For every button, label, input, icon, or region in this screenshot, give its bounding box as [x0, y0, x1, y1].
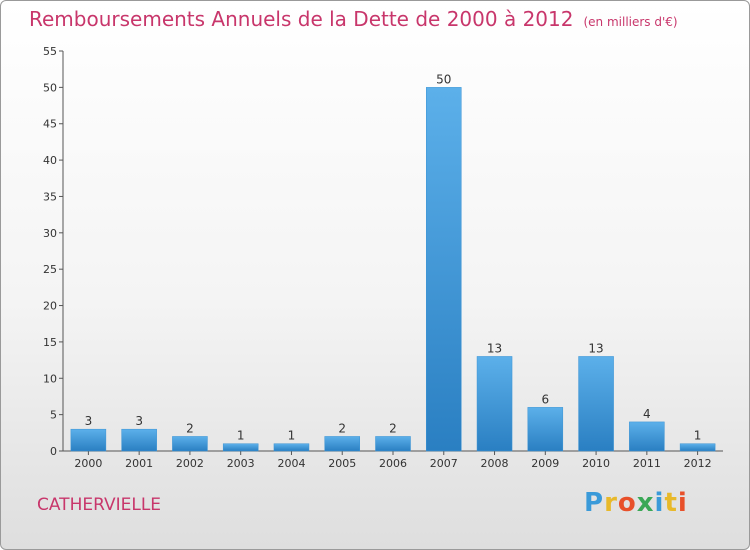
axes: 0 5 10 15 20 25 30 35 40 45 50 55 2000 2001 2002 2003 20… — [43, 45, 723, 470]
x-tick-label: 2006 — [379, 457, 407, 470]
y-tick-label: 10 — [43, 372, 57, 385]
bar-value-label: 2 — [338, 421, 346, 435]
y-tick-label: 30 — [43, 227, 57, 240]
bar-value-label: 2 — [186, 421, 194, 435]
bar — [375, 436, 411, 452]
y-tick-label: 55 — [43, 45, 57, 58]
y-tick-label: 40 — [43, 154, 57, 167]
logo-letter: i — [677, 488, 688, 518]
y-tick-label: 20 — [43, 300, 57, 313]
bar-value-label: 1 — [694, 429, 702, 443]
y-tick-label: 15 — [43, 336, 57, 349]
bar-value-label: 3 — [135, 414, 143, 428]
x-tick-label: 2003 — [227, 457, 255, 470]
bar — [476, 356, 513, 452]
bar — [172, 436, 208, 452]
bar-value-label: 13 — [487, 341, 502, 355]
bar — [121, 428, 157, 452]
y-tick-label: 50 — [43, 81, 57, 94]
x-tick-label: 2011 — [633, 457, 661, 470]
logo-letter: i — [654, 488, 665, 518]
logo-letter: P — [584, 488, 605, 518]
bar — [679, 443, 716, 452]
bar — [324, 436, 360, 452]
x-tick-label: 2004 — [277, 457, 305, 470]
bar-value-label: 2 — [389, 421, 397, 435]
y-tick-label: 5 — [50, 409, 57, 422]
x-tick-label: 2008 — [481, 457, 509, 470]
y-tick-label: 0 — [50, 445, 57, 458]
proxiti-logo: Proxiti — [584, 488, 688, 518]
chart-subtitle: (en milliers d'€) — [583, 15, 678, 29]
x-tick-label: 2010 — [582, 457, 610, 470]
bar-value-label: 1 — [237, 429, 245, 443]
bar — [70, 428, 107, 452]
logo-letter: r — [604, 488, 618, 518]
chart-title: Remboursements Annuels de la Dette de 20… — [29, 7, 678, 31]
bar — [222, 443, 259, 452]
commune-name: CATHERVIELLE — [37, 495, 162, 515]
logo-letter: t — [664, 488, 678, 518]
bar — [527, 407, 564, 452]
logo-letter: o — [617, 488, 637, 518]
y-tick-label: 35 — [43, 190, 57, 203]
x-tick-label: 2007 — [430, 457, 458, 470]
bar — [629, 421, 665, 452]
bar — [578, 356, 614, 452]
x-tick-label: 2012 — [684, 457, 712, 470]
bar — [426, 87, 462, 452]
x-tick-label: 2009 — [531, 457, 559, 470]
x-tick-label: 2001 — [125, 457, 153, 470]
bar-value-label: 4 — [643, 407, 651, 421]
bar-value-label: 3 — [85, 414, 93, 428]
x-tick-label: 2000 — [74, 457, 102, 470]
y-tick-label: 25 — [43, 263, 57, 276]
bar-value-label: 50 — [436, 72, 451, 86]
bar-value-label: 1 — [288, 429, 296, 443]
bar — [273, 443, 310, 452]
bar-value-label: 13 — [588, 341, 603, 355]
y-tick-label: 45 — [43, 118, 57, 131]
logo-letter: x — [636, 488, 655, 518]
bar-value-label: 6 — [541, 392, 549, 406]
x-tick-label: 2002 — [176, 457, 204, 470]
x-tick-label: 2005 — [328, 457, 356, 470]
bars: 3 3 2 1 1 2 2 50 13 6 13 4 1 — [70, 72, 716, 452]
